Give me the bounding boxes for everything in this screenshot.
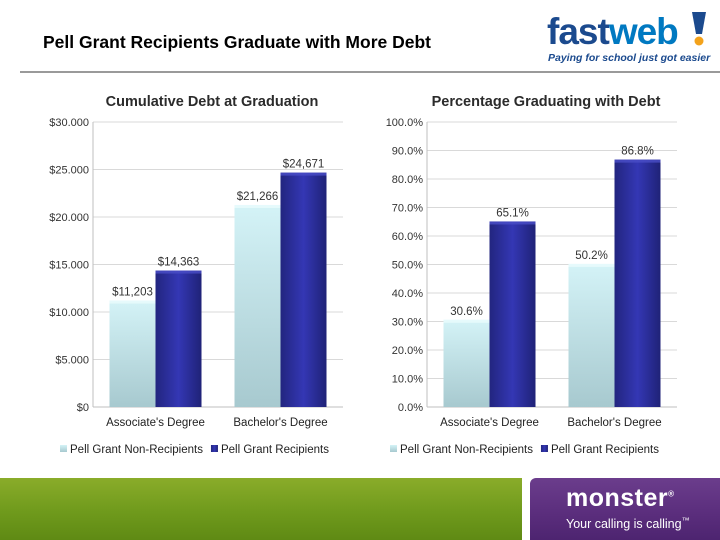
footer-green-band [0, 478, 522, 540]
bar [234, 204, 281, 407]
data-label: 86.8% [621, 146, 654, 158]
chart-percentage-with-debt: Percentage Graduating with Debt 0.0% 10.0%… [365, 84, 695, 466]
bar [109, 300, 156, 407]
monster-tagline: Your calling is calling™ [566, 516, 690, 531]
bar [568, 263, 615, 407]
y-tick-label: 70.0% [392, 203, 423, 215]
data-label: $24,671 [283, 159, 325, 171]
fastweb-logo: fastweb Paying for school just got easie… [545, 8, 715, 68]
y-tick-label: 60.0% [392, 231, 423, 243]
header-divider [20, 71, 720, 73]
legend-label: Pell Grant Recipients [551, 444, 659, 456]
bar-highlight [443, 319, 490, 323]
chart-title: Cumulative Debt at Graduation [106, 94, 319, 110]
data-label: 50.2% [575, 250, 608, 262]
fastweb-word-web: web [608, 11, 679, 52]
bar-highlight [568, 263, 615, 267]
legend-label: Pell Grant Non-Recipients [70, 444, 203, 456]
y-tick-label: 90.0% [392, 146, 423, 158]
y-tick-label: $15.000 [49, 260, 89, 272]
fastweb-word-fast: fast [547, 11, 610, 52]
monster-tm-mark: ™ [681, 516, 690, 525]
monster-registered-mark: ® [668, 489, 675, 499]
data-label: $14,363 [158, 257, 200, 269]
chart-title: Percentage Graduating with Debt [432, 94, 661, 110]
exclamation-icon [692, 12, 706, 46]
legend-swatch [60, 445, 67, 452]
y-tick-label: $25.000 [49, 165, 89, 177]
bar [155, 270, 202, 407]
y-tick-label: 20.0% [392, 345, 423, 357]
legend-swatch [390, 445, 397, 452]
y-tick-label: $30.000 [49, 117, 89, 129]
data-label: 65.1% [496, 207, 529, 219]
bar [489, 221, 536, 407]
fastweb-wordmark: fastweb [547, 11, 679, 52]
category-label: Associate's Degree [106, 417, 205, 429]
y-tick-label: 40.0% [392, 288, 423, 300]
monster-wordmark: monster® [566, 484, 675, 513]
legend-swatch [210, 445, 218, 452]
bar-highlight [280, 172, 327, 176]
bar-highlight [234, 204, 281, 208]
y-tick-label: 30.0% [392, 317, 423, 329]
category-label: Bachelor's Degree [567, 417, 661, 429]
data-label: 30.6% [450, 306, 483, 318]
y-tick-label: 10.0% [392, 374, 423, 386]
chart-percentage-with-debt-svg: Percentage Graduating with Debt 0.0% 10.0%… [386, 94, 677, 456]
y-tick-label: $10.000 [49, 307, 89, 319]
legend-label: Pell Grant Non-Recipients [400, 444, 533, 456]
chart-cumulative-debt: Cumulative Debt at Graduation $0 $5.000 $10… [30, 84, 360, 466]
y-tick-label: 0.0% [398, 402, 423, 414]
bar-highlight [614, 159, 661, 163]
bar-highlight [489, 221, 536, 225]
y-tick-label: 50.0% [392, 260, 423, 272]
legend-swatch [540, 445, 548, 452]
bar-highlight [155, 270, 202, 274]
bar [614, 159, 661, 407]
y-tick-label: $5.000 [55, 355, 89, 367]
category-label: Bachelor's Degree [233, 417, 327, 429]
y-tick-label: 100.0% [386, 117, 424, 129]
legend-label: Pell Grant Recipients [221, 444, 329, 456]
monster-logo: monster® Your calling is calling™ [530, 478, 720, 540]
chart-cumulative-debt-svg: Cumulative Debt at Graduation $0 $5.000 $10… [49, 94, 343, 456]
y-tick-label: $20.000 [49, 212, 89, 224]
y-tick-label: $0 [77, 402, 89, 414]
fastweb-tagline: Paying for school just got easier [548, 52, 711, 64]
monster-word: monster [566, 484, 669, 512]
category-label: Associate's Degree [440, 417, 539, 429]
y-tick-label: 80.0% [392, 174, 423, 186]
data-label: $21,266 [237, 191, 279, 203]
data-label: $11,203 [112, 287, 153, 299]
bar [443, 319, 490, 407]
slide-title: Pell Grant Recipients Graduate with More… [43, 32, 431, 52]
bar-highlight [109, 300, 156, 304]
bar [280, 172, 327, 407]
monster-tagline-text: Your calling is calling [566, 517, 682, 532]
